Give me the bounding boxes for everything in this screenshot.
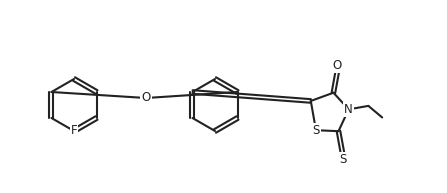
Text: N: N — [344, 103, 353, 116]
Text: S: S — [312, 124, 320, 137]
Text: O: O — [141, 91, 151, 104]
Text: O: O — [333, 59, 342, 72]
Text: F: F — [71, 124, 77, 137]
Text: S: S — [339, 153, 346, 166]
